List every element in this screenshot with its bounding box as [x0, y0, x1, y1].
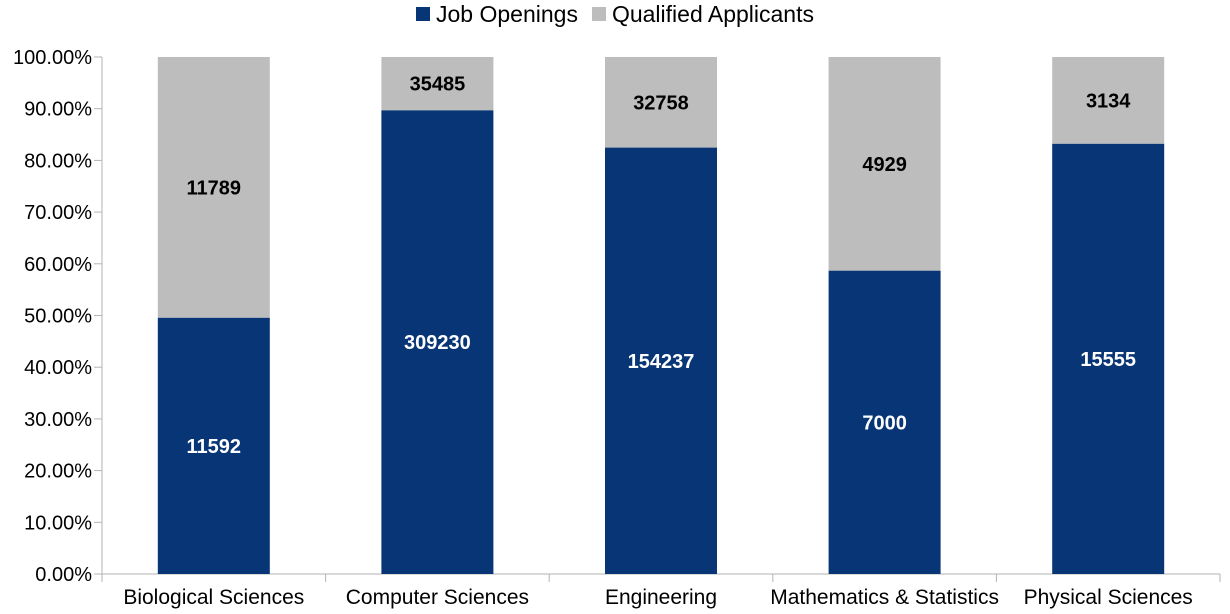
- legend-label-qualified-applicants: Qualified Applicants: [611, 0, 814, 27]
- x-tick-label: Physical Sciences: [1024, 586, 1193, 609]
- bar-segment: [605, 57, 717, 148]
- legend-label-job-openings: Job Openings: [436, 0, 578, 27]
- y-tick-label: 40.00%: [24, 357, 92, 379]
- y-tick-label: 80.00%: [24, 150, 92, 172]
- data-label: 4929: [862, 154, 907, 176]
- x-tick-label: Biological Sciences: [123, 586, 304, 609]
- data-label: 11789: [187, 177, 242, 199]
- chart-legend: Job Openings Qualified Applicants: [0, 0, 1230, 28]
- bar-segment: [605, 147, 717, 574]
- y-tick-label: 60.00%: [24, 254, 92, 276]
- legend-item-qualified-applicants: Qualified Applicants: [591, 0, 814, 28]
- x-tick-label: Mathematics & Statistics: [770, 586, 999, 609]
- y-tick-label: 20.00%: [24, 461, 92, 483]
- data-label: 32758: [633, 92, 689, 114]
- bar-segment: [157, 57, 270, 318]
- data-label: 35485: [410, 74, 466, 96]
- bar-segment: [828, 270, 941, 574]
- y-tick-label: 10.00%: [24, 512, 92, 534]
- bar-segment: [828, 57, 941, 271]
- data-label: 11592: [187, 436, 242, 458]
- legend-swatch-job-openings: [416, 7, 431, 21]
- y-tick-label: 90.00%: [24, 99, 92, 121]
- y-tick-label: 30.00%: [24, 409, 92, 431]
- bar-segment: [381, 110, 494, 575]
- data-label: 3134: [1086, 90, 1131, 112]
- bar-segment: [1052, 57, 1165, 144]
- y-tick-label: 100.00%: [13, 47, 92, 69]
- data-label: 15555: [1080, 349, 1136, 371]
- x-tick-label: Engineering: [605, 586, 717, 609]
- legend-swatch-qualified-applicants: [591, 7, 606, 21]
- legend-item-job-openings: Job Openings: [416, 1, 578, 28]
- bar-segment: [381, 57, 494, 111]
- y-tick-label: 50.00%: [24, 306, 92, 328]
- data-label: 154237: [628, 351, 695, 373]
- bar-segment: [1052, 143, 1165, 574]
- data-label: 7000: [862, 412, 907, 434]
- y-tick-label: 70.00%: [24, 202, 92, 224]
- x-tick-label: Computer Sciences: [346, 586, 529, 609]
- bar-segment: [157, 317, 270, 574]
- data-label: 309230: [404, 332, 471, 354]
- y-tick-label: 0.00%: [35, 564, 92, 586]
